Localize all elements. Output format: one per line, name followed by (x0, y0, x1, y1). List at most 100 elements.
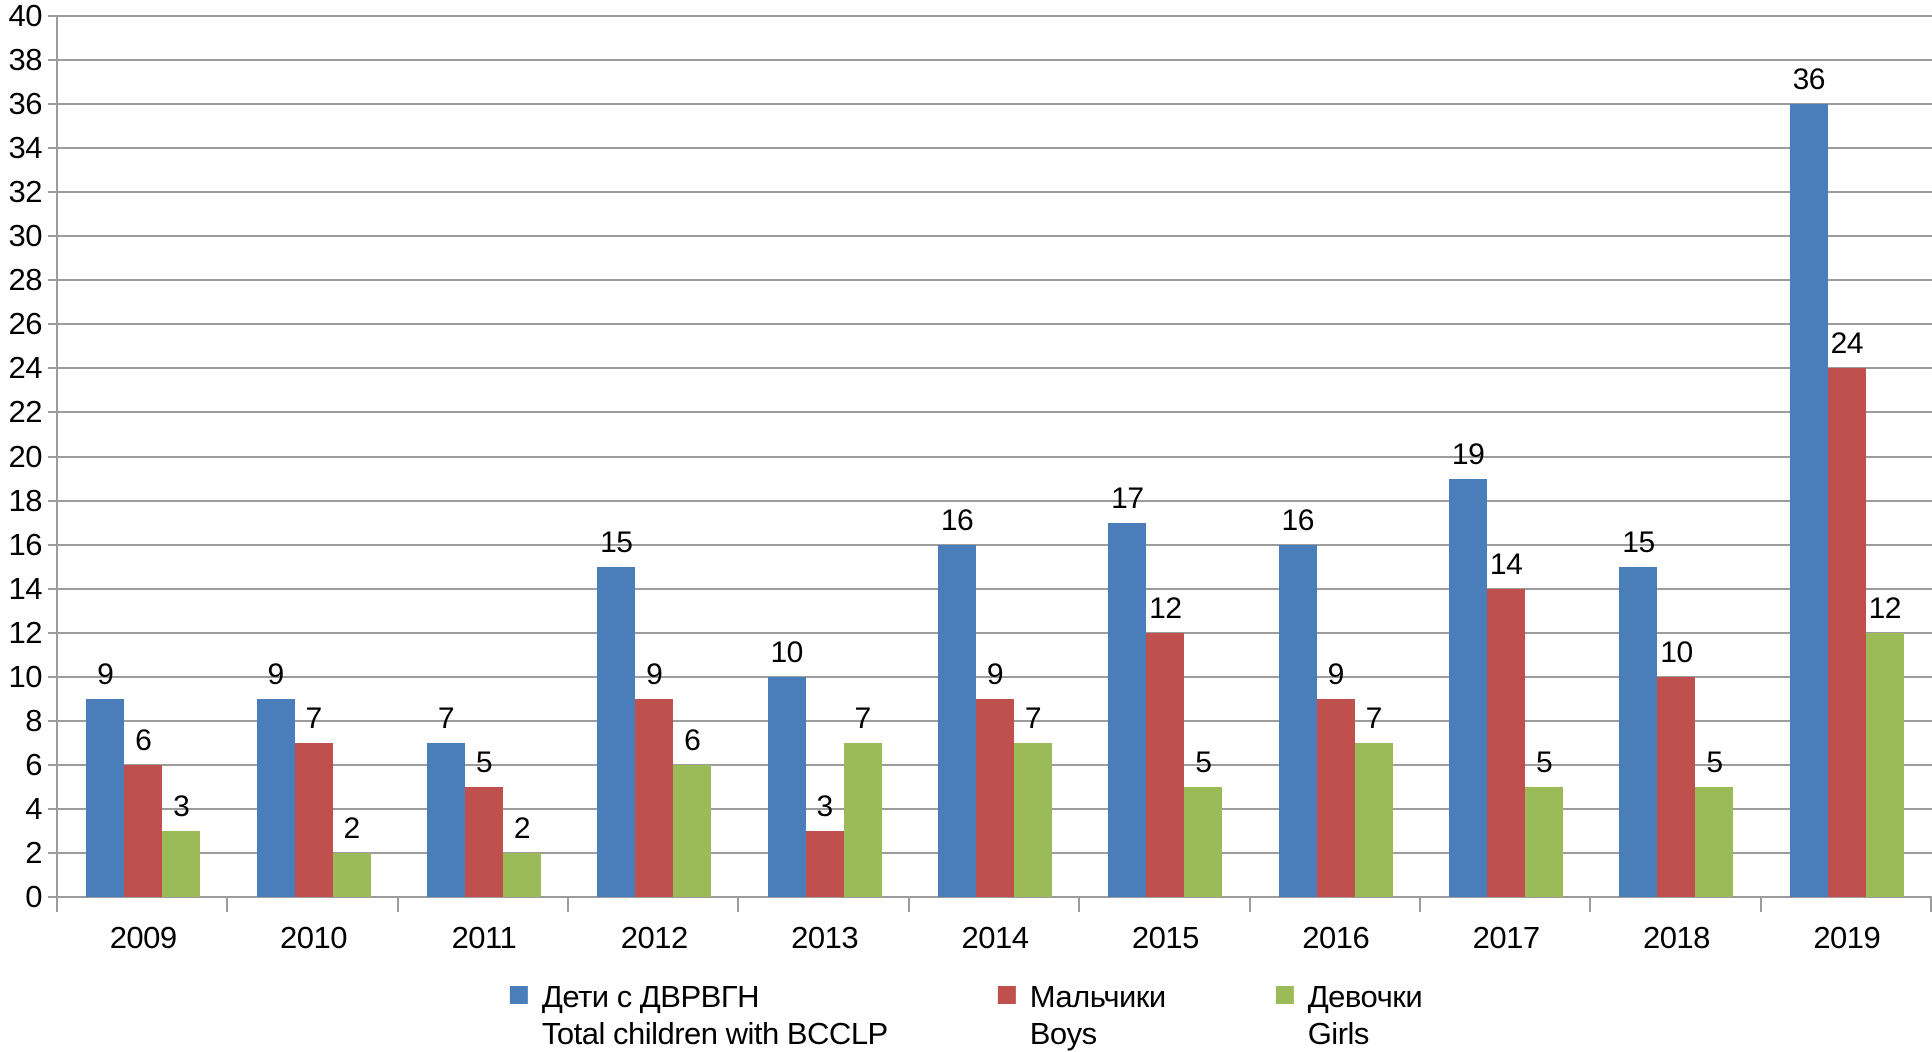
x-tick-mark (1078, 897, 1081, 912)
y-tick-mark (48, 147, 58, 150)
x-tick-mark (737, 897, 740, 912)
y-tick-mark (48, 543, 58, 546)
y-tick-label: 4 (25, 790, 42, 826)
y-tick-label: 20 (8, 438, 43, 474)
bar-total (86, 698, 125, 897)
gridline (58, 15, 1932, 17)
bar-total (256, 698, 295, 897)
bar-boys (1657, 676, 1696, 897)
bar-total (597, 566, 636, 897)
y-tick-mark (48, 103, 58, 106)
bar-boys (1146, 632, 1185, 897)
bar-value-label: 7 (437, 701, 455, 735)
legend-swatch-total (509, 986, 528, 1004)
x-tick-mark (1759, 897, 1762, 912)
gridline (58, 499, 1932, 502)
y-tick-label: 28 (8, 262, 43, 298)
bar-value-label: 9 (97, 657, 114, 691)
x-tick-label: 2013 (791, 920, 859, 955)
y-tick-label: 6 (25, 746, 42, 782)
bar-value-label: 3 (816, 789, 834, 823)
y-tick-mark (48, 807, 58, 810)
x-tick-label: 2009 (109, 920, 177, 955)
gridline (58, 675, 1932, 678)
bar-total (1789, 104, 1828, 897)
x-tick-mark (1248, 897, 1251, 912)
y-tick-label: 40 (8, 0, 43, 33)
bar-value-label: 9 (1327, 657, 1345, 691)
bar-value-label: 10 (1660, 635, 1693, 669)
bar-value-label: 24 (1830, 327, 1864, 361)
gridline (58, 191, 1932, 194)
bar-value-label: 12 (1149, 591, 1182, 625)
x-tick-mark (396, 897, 399, 912)
bar-value-label: 10 (770, 635, 803, 669)
bar-value-label: 15 (1622, 525, 1655, 559)
bar-value-label: 7 (854, 701, 872, 735)
y-tick-mark (48, 235, 58, 238)
y-tick-mark (48, 675, 58, 678)
legend-item-total: Дети с ДВРВГН Total children with BCCLP (509, 978, 888, 1052)
y-tick-mark (48, 719, 58, 722)
y-tick-label: 38 (8, 42, 43, 78)
bar-value-label: 3 (173, 789, 190, 823)
bar-value-label: 19 (1451, 437, 1485, 471)
x-tick-label: 2011 (451, 920, 517, 955)
y-tick-label: 32 (8, 174, 43, 210)
bar-value-label: 6 (684, 723, 701, 757)
bar-boys (124, 764, 163, 897)
bar-value-label: 5 (475, 745, 493, 779)
y-tick-mark (48, 279, 58, 282)
y-tick-label: 36 (8, 86, 43, 122)
y-tick-label: 30 (8, 218, 43, 254)
bar-boys (1827, 368, 1866, 897)
bar-value-label: 2 (343, 811, 360, 845)
bar-boys (976, 698, 1014, 897)
x-tick-label: 2012 (620, 920, 688, 955)
legend-label-boys: Мальчики Boys (1030, 978, 1166, 1052)
bar-girls (502, 852, 541, 897)
bar-value-label: 9 (646, 657, 663, 691)
x-tick-label: 2014 (961, 920, 1029, 955)
bar-total (767, 676, 806, 897)
legend-label-girls-ru: Девочки (1307, 979, 1423, 1014)
gridline (58, 631, 1932, 634)
x-tick-mark (567, 897, 570, 912)
y-tick-label: 18 (8, 482, 43, 518)
bar-girls (1525, 786, 1564, 897)
gridline (58, 147, 1932, 150)
y-tick-label: 2 (25, 834, 42, 870)
y-tick-mark (48, 455, 58, 458)
y-tick-label: 8 (25, 702, 42, 738)
y-tick-mark (48, 763, 58, 766)
gridline (58, 103, 1932, 106)
bar-value-label: 9 (267, 657, 284, 691)
x-tick-mark (907, 897, 910, 912)
y-axis-line (56, 16, 58, 912)
legend-label-boys-ru: Мальчики (1029, 979, 1166, 1014)
y-tick-label: 0 (25, 879, 42, 914)
x-tick-label: 2010 (280, 920, 348, 955)
bar-value-label: 16 (1281, 503, 1315, 537)
bar-girls (1695, 786, 1734, 897)
x-tick-mark (56, 897, 58, 912)
y-tick-label: 10 (8, 658, 43, 694)
x-tick-mark (1589, 897, 1592, 912)
y-tick-mark (48, 587, 58, 590)
y-tick-mark (48, 323, 58, 326)
y-tick-mark (48, 15, 58, 17)
y-tick-label: 16 (8, 526, 43, 562)
bar-total (426, 742, 465, 897)
bar-boys (1487, 588, 1526, 897)
gridline (58, 896, 1932, 898)
y-tick-label: 34 (8, 130, 43, 166)
y-tick-mark (48, 191, 58, 194)
legend-item-boys: Мальчики Boys (997, 978, 1166, 1052)
bar-girls (1865, 632, 1904, 897)
gridline (58, 59, 1932, 62)
gridline (58, 543, 1932, 546)
x-tick-mark (1930, 897, 1932, 912)
bar-boys (805, 830, 844, 897)
bar-girls (843, 742, 882, 897)
x-tick-mark (1418, 897, 1421, 912)
